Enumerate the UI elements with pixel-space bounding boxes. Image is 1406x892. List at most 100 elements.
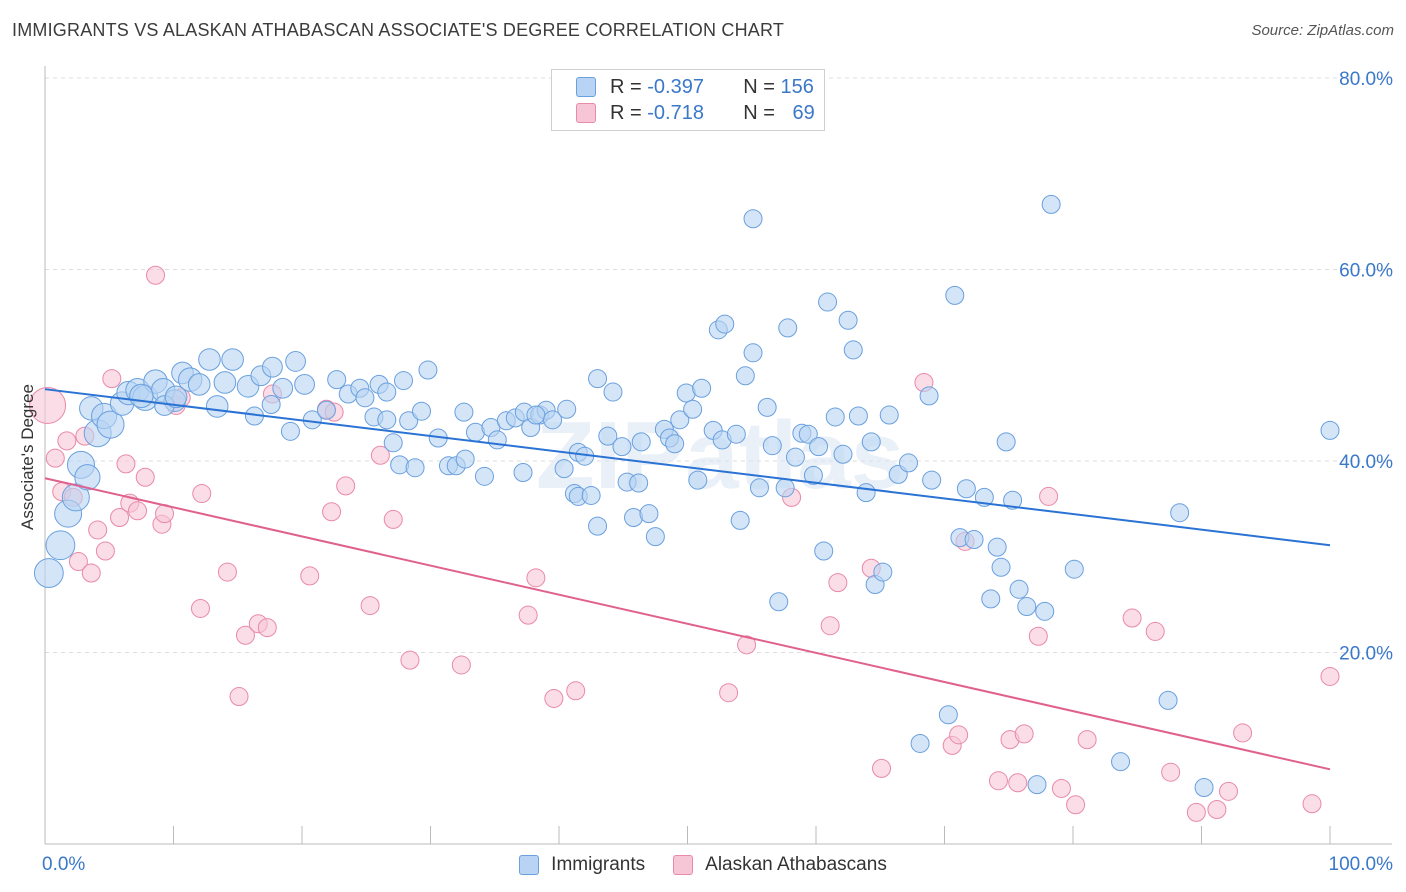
immigrants-point: [129, 383, 154, 409]
immigrants-point: [803, 465, 823, 485]
immigrants-point: [1111, 752, 1131, 772]
immigrants-point: [96, 410, 125, 439]
alaskan-athabascans-point: [719, 683, 739, 703]
legend-r-value: -0.718: [647, 101, 704, 124]
immigrants-point: [612, 437, 632, 457]
immigrants-point: [956, 479, 976, 499]
correlation-legend: R = -0.397 N = 156 R = -0.718 N = 69: [551, 69, 825, 131]
immigrants-point: [996, 432, 1016, 452]
immigrants-point: [74, 464, 101, 491]
immigrants-point: [316, 400, 336, 420]
immigrants-point: [1194, 778, 1214, 798]
y-tick-label: 40.0%: [1339, 452, 1393, 473]
y-tick-label: 60.0%: [1339, 261, 1393, 282]
immigrants-point: [683, 399, 703, 419]
immigrants-point: [848, 406, 868, 426]
alaskan-athabascans-point: [518, 605, 538, 625]
alaskan-athabascans-point: [988, 771, 1008, 791]
immigrants-point: [833, 444, 853, 464]
alaskan-athabascans-point: [360, 596, 380, 616]
alaskan-athabascans-point: [1122, 608, 1142, 628]
immigrants-point: [1064, 559, 1084, 579]
alaskan-athabascans-point: [1014, 724, 1034, 744]
immigrants-point: [394, 371, 414, 391]
immigrants-point: [1027, 775, 1047, 795]
immigrants-point: [843, 340, 863, 360]
trend-line-immigrants: [44, 388, 1331, 547]
alaskan-athabascans-point: [257, 618, 277, 638]
y-tick-labels: 20.0% 40.0% 60.0% 80.0%: [1339, 69, 1393, 665]
alaskan-athabascans-point: [400, 650, 420, 670]
immigrants-point: [645, 527, 665, 547]
immigrants-point: [945, 285, 965, 305]
immigrants-point: [692, 378, 712, 398]
immigrants-point: [383, 433, 403, 453]
alaskan-athabascans-point: [1028, 626, 1048, 646]
immigrants-point: [757, 397, 777, 417]
immigrants-point: [280, 421, 300, 441]
legend-item-alaskan-athabascans[interactable]: Alaskan Athabascans: [673, 854, 887, 876]
immigrants-point: [987, 537, 1007, 557]
alaskan-athabascans-point: [88, 520, 108, 540]
immigrants-point: [61, 483, 90, 512]
y-axis-label: Associate's Degree: [18, 384, 37, 530]
alaskan-athabascans-point: [1039, 486, 1059, 506]
alaskan-athabascans-point: [1218, 781, 1238, 801]
alaskan-athabascans-point: [1186, 802, 1206, 822]
x-tick-label: 100.0%: [1329, 854, 1394, 875]
immigrants-point: [922, 470, 942, 490]
immigrants-point: [919, 386, 939, 406]
immigrants-point: [879, 405, 899, 425]
immigrants-point: [405, 458, 425, 478]
immigrants-point: [294, 374, 315, 395]
immigrants-point: [743, 209, 763, 229]
legend-n-label: N =: [743, 75, 781, 98]
legend-swatch-pink: [673, 855, 694, 875]
legend-swatch-blue: [519, 855, 540, 875]
immigrants-point: [1009, 579, 1029, 599]
immigrants-point: [899, 453, 919, 473]
immigrants-point: [588, 369, 608, 389]
immigrants-point: [798, 424, 818, 444]
alaskan-athabascans-point: [235, 625, 255, 645]
immigrants-point: [769, 592, 789, 612]
legend-item-immigrants[interactable]: Immigrants: [519, 854, 645, 876]
trend-line-alaskan-athabascans: [44, 477, 1331, 771]
immigrants-point: [543, 410, 563, 430]
immigrants-point: [45, 530, 76, 561]
alaskan-athabascans-point: [1051, 778, 1071, 798]
alaskan-athabascans-point: [192, 484, 212, 504]
alaskan-athabascans-point: [566, 681, 586, 701]
immigrants-point: [629, 473, 649, 493]
series-legend: Immigrants Alaskan Athabascans: [0, 852, 1406, 878]
chart-title: IMMIGRANTS VS ALASKAN ATHABASCAN ASSOCIA…: [12, 20, 785, 40]
legend-swatch-blue: [576, 77, 596, 97]
immigrants-point: [991, 557, 1011, 577]
immigrants-point: [454, 402, 474, 422]
immigrants-point: [814, 541, 834, 561]
immigrants-point: [688, 470, 708, 490]
legend-r-label: R =: [610, 75, 648, 98]
legend-label: Alaskan Athabascans: [705, 854, 887, 875]
immigrants-point: [198, 348, 221, 371]
immigrants-point: [785, 447, 805, 467]
alaskan-athabascans-point: [1066, 795, 1086, 815]
alaskan-athabascans-point: [820, 616, 840, 636]
immigrants-point: [726, 424, 746, 444]
alaskan-athabascans-point: [102, 369, 122, 389]
immigrants-point: [743, 343, 763, 363]
alaskan-athabascans-point: [1302, 794, 1322, 814]
alaskan-athabascans-point: [190, 598, 210, 618]
immigrants-point: [418, 360, 438, 380]
immigrants-point: [377, 382, 397, 402]
legend-r-value: -0.397: [647, 75, 704, 98]
alaskan-athabascans-point: [526, 568, 546, 588]
alaskan-athabascans-point: [1233, 723, 1253, 743]
legend-n-label: N =: [743, 101, 781, 124]
immigrants-point: [261, 395, 281, 415]
alaskan-athabascans-point: [383, 509, 403, 529]
immigrants-point: [187, 373, 211, 396]
immigrants-point: [775, 478, 795, 498]
alaskan-athabascans-point: [68, 552, 88, 572]
immigrants-point: [639, 504, 659, 524]
